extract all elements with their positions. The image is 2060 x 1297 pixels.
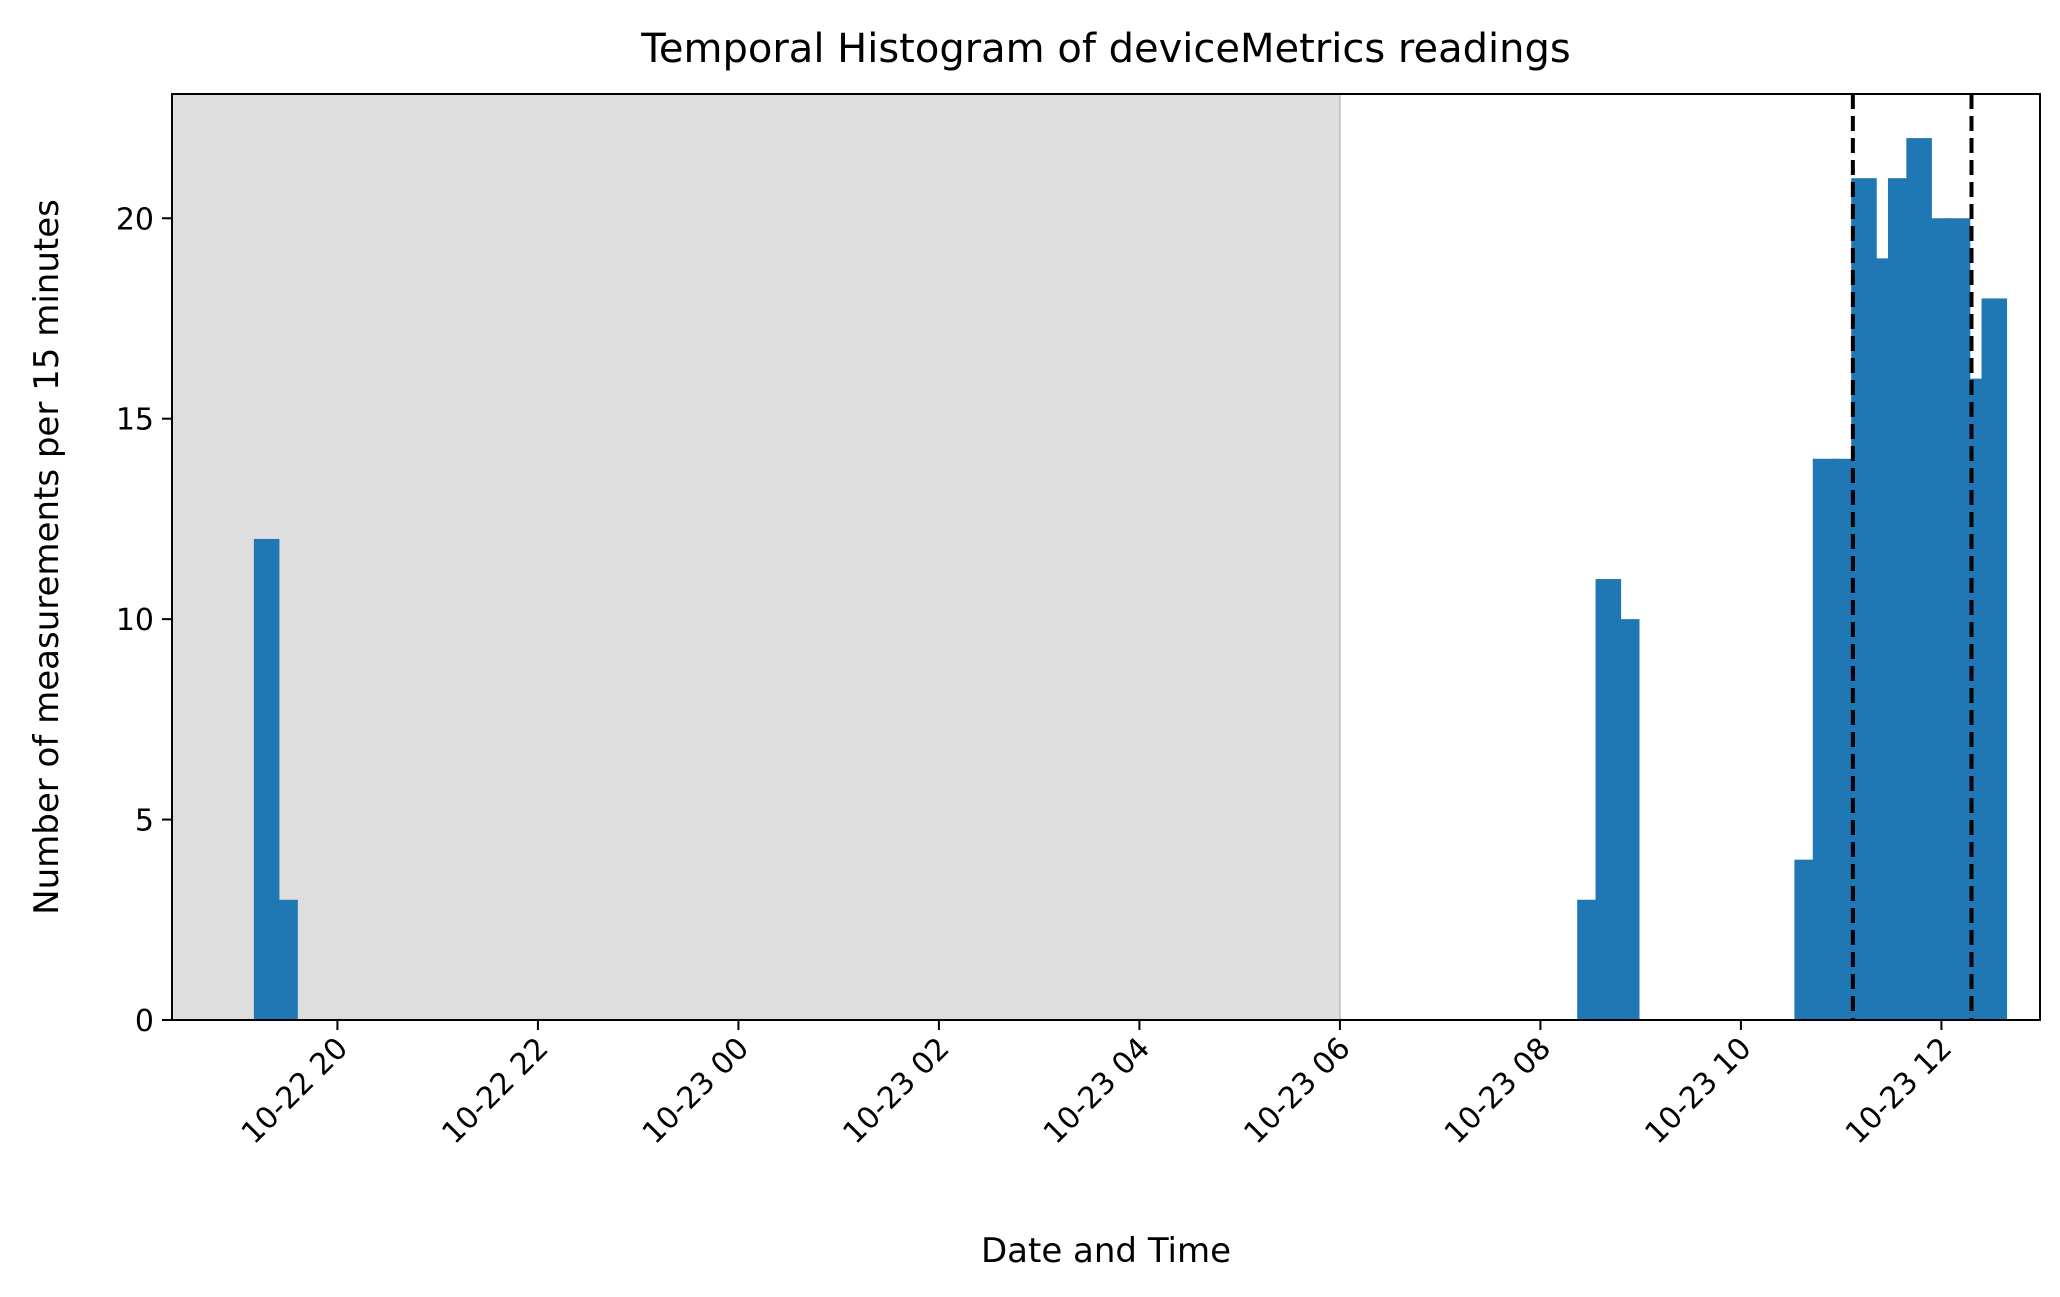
y-axis-ticks: 0 5 10 15 20 bbox=[116, 202, 172, 1039]
y-tick-label-4: 20 bbox=[116, 202, 154, 237]
x-tick-label-7: 10-23 10 bbox=[1638, 1031, 1758, 1151]
x-tick-label-8: 10-23 12 bbox=[1839, 1031, 1959, 1151]
vertical-lines-layer bbox=[1850, 94, 1974, 1020]
shaded-region-layer bbox=[172, 94, 1341, 1020]
histogram-bar-4 bbox=[1613, 619, 1640, 1020]
chart-title: Temporal Histogram of deviceMetrics read… bbox=[640, 26, 1570, 72]
y-tick-label-3: 15 bbox=[116, 403, 154, 438]
x-tick-label-5: 10-23 06 bbox=[1237, 1031, 1357, 1151]
x-tick-label-0: 10-22 20 bbox=[235, 1031, 355, 1151]
x-tick-label-6: 10-23 08 bbox=[1438, 1031, 1558, 1151]
y-tick-label-0: 0 bbox=[135, 1004, 154, 1039]
histogram-bar-15 bbox=[1981, 298, 2008, 1021]
plot-frame bbox=[171, 93, 2041, 1021]
x-tick-label-2: 10-23 00 bbox=[636, 1031, 756, 1151]
shaded-region bbox=[172, 94, 1340, 1020]
x-tick-label-1: 10-22 22 bbox=[435, 1031, 555, 1151]
histogram-bar-1 bbox=[272, 899, 298, 1020]
y-tick-label-1: 5 bbox=[135, 804, 154, 839]
x-tick-label-4: 10-23 04 bbox=[1037, 1031, 1157, 1151]
y-axis-label: Number of measurements per 15 minutes bbox=[27, 199, 67, 915]
x-axis-ticks: 10-22 20 10-22 22 10-23 00 10-23 02 10-23 04… bbox=[235, 1020, 1959, 1151]
x-tick-label-3: 10-23 02 bbox=[836, 1031, 956, 1151]
x-axis-label: Date and Time bbox=[981, 1231, 1231, 1271]
y-tick-label-2: 10 bbox=[116, 603, 154, 638]
